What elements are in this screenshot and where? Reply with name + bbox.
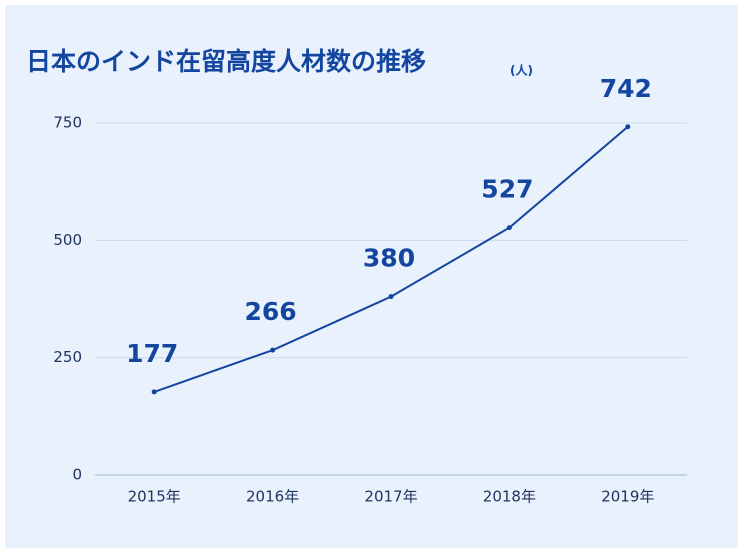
y-tick-label: 750 <box>53 114 82 132</box>
y-tick-label: 0 <box>72 466 82 484</box>
x-tick-label: 2019年 <box>601 488 654 506</box>
chart-subtitle: (人) <box>510 63 533 78</box>
data-label: 380 <box>363 244 415 273</box>
chart-background <box>5 5 738 548</box>
x-tick-label: 2016年 <box>246 488 299 506</box>
point <box>625 124 631 130</box>
x-tick-label: 2015年 <box>128 488 181 506</box>
point <box>388 294 394 300</box>
point <box>506 225 512 231</box>
x-tick-label: 2018年 <box>483 488 536 506</box>
data-label: 177 <box>126 339 178 368</box>
chart-title: 日本のインド在留高度人材数の推移 <box>26 47 426 76</box>
y-tick-label: 500 <box>53 231 82 249</box>
point <box>151 389 157 395</box>
x-tick-label: 2017年 <box>364 488 417 506</box>
data-label: 527 <box>481 175 533 204</box>
y-tick-label: 250 <box>53 348 82 366</box>
data-label: 266 <box>245 297 297 326</box>
point <box>270 347 276 353</box>
data-label: 742 <box>600 74 652 103</box>
